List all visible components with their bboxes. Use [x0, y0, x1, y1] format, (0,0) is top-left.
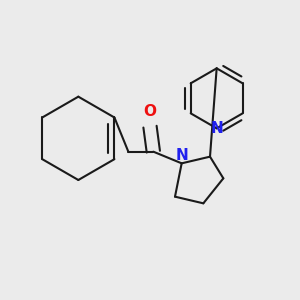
Text: N: N: [210, 121, 223, 136]
Text: O: O: [143, 104, 157, 119]
Text: N: N: [175, 148, 188, 163]
